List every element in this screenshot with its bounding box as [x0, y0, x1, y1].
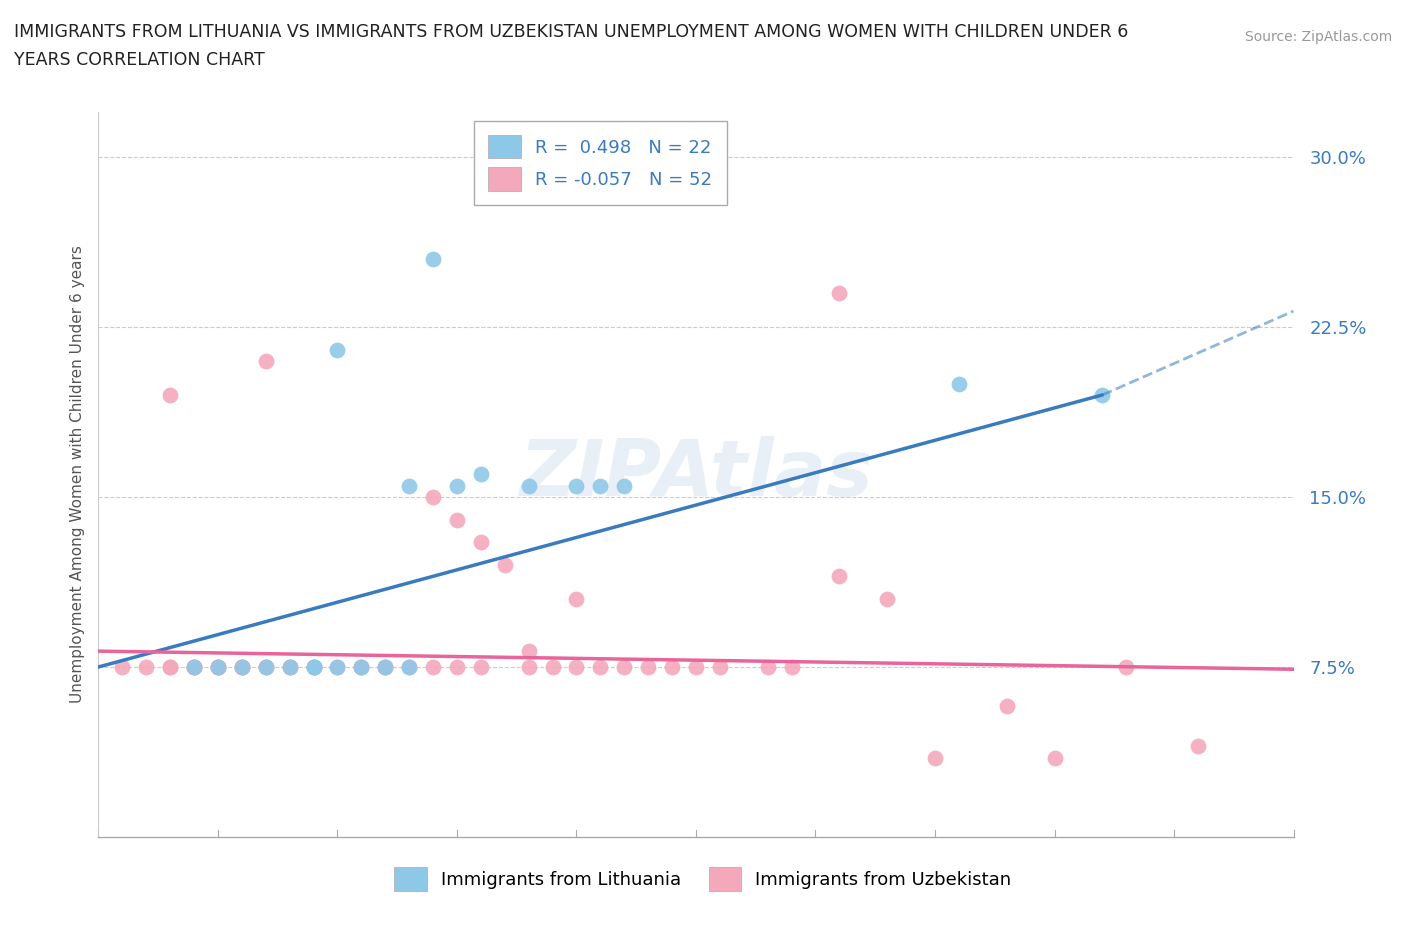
Point: [278, 659, 301, 674]
Point: [254, 353, 277, 368]
Point: [517, 644, 540, 658]
Point: [302, 659, 325, 674]
Point: [207, 659, 229, 674]
Point: [374, 659, 396, 674]
Point: [302, 659, 325, 674]
Point: [159, 659, 181, 674]
Point: [613, 659, 636, 674]
Point: [135, 659, 157, 674]
Point: [470, 659, 492, 674]
Point: [254, 659, 277, 674]
Text: YEARS CORRELATION CHART: YEARS CORRELATION CHART: [14, 51, 264, 69]
Point: [470, 467, 492, 482]
Y-axis label: Unemployment Among Women with Children Under 6 years: Unemployment Among Women with Children U…: [69, 246, 84, 703]
Text: ZIPAtlas: ZIPAtlas: [519, 436, 873, 512]
Point: [446, 659, 468, 674]
Point: [1043, 751, 1066, 765]
Point: [207, 659, 229, 674]
Point: [207, 659, 229, 674]
Point: [183, 659, 205, 674]
Point: [183, 659, 205, 674]
Point: [183, 659, 205, 674]
Point: [637, 659, 659, 674]
Point: [565, 659, 588, 674]
Point: [350, 659, 373, 674]
Point: [924, 751, 946, 765]
Point: [1115, 659, 1137, 674]
Point: [326, 342, 349, 357]
Point: [589, 659, 612, 674]
Point: [254, 659, 277, 674]
Point: [446, 478, 468, 493]
Point: [207, 659, 229, 674]
Point: [541, 659, 564, 674]
Point: [876, 591, 898, 606]
Point: [470, 535, 492, 550]
Point: [685, 659, 707, 674]
Point: [1187, 738, 1209, 753]
Point: [589, 478, 612, 493]
Point: [326, 659, 349, 674]
Point: [278, 659, 301, 674]
Point: [517, 659, 540, 674]
Point: [565, 478, 588, 493]
Point: [374, 659, 396, 674]
Point: [828, 286, 851, 300]
Point: [374, 659, 396, 674]
Point: [159, 659, 181, 674]
Point: [111, 659, 134, 674]
Legend: R =  0.498   N = 22, R = -0.057   N = 52: R = 0.498 N = 22, R = -0.057 N = 52: [474, 121, 727, 205]
Point: [517, 478, 540, 493]
Point: [231, 659, 253, 674]
Point: [350, 659, 373, 674]
Point: [254, 659, 277, 674]
Point: [494, 558, 516, 573]
Point: [948, 376, 970, 391]
Point: [231, 659, 253, 674]
Point: [422, 251, 444, 266]
Point: [278, 659, 301, 674]
Point: [709, 659, 731, 674]
Point: [828, 569, 851, 584]
Point: [1091, 388, 1114, 403]
Point: [398, 659, 420, 674]
Point: [995, 698, 1018, 713]
Legend: Immigrants from Lithuania, Immigrants from Uzbekistan: Immigrants from Lithuania, Immigrants fr…: [387, 860, 1019, 897]
Point: [302, 659, 325, 674]
Point: [756, 659, 779, 674]
Point: [780, 659, 803, 674]
Text: Source: ZipAtlas.com: Source: ZipAtlas.com: [1244, 30, 1392, 44]
Point: [350, 659, 373, 674]
Point: [422, 659, 444, 674]
Point: [661, 659, 683, 674]
Point: [398, 478, 420, 493]
Point: [302, 659, 325, 674]
Point: [159, 388, 181, 403]
Point: [326, 659, 349, 674]
Point: [231, 659, 253, 674]
Point: [565, 591, 588, 606]
Point: [446, 512, 468, 527]
Point: [398, 659, 420, 674]
Point: [422, 489, 444, 504]
Point: [183, 659, 205, 674]
Point: [231, 659, 253, 674]
Text: IMMIGRANTS FROM LITHUANIA VS IMMIGRANTS FROM UZBEKISTAN UNEMPLOYMENT AMONG WOMEN: IMMIGRANTS FROM LITHUANIA VS IMMIGRANTS …: [14, 23, 1129, 41]
Point: [613, 478, 636, 493]
